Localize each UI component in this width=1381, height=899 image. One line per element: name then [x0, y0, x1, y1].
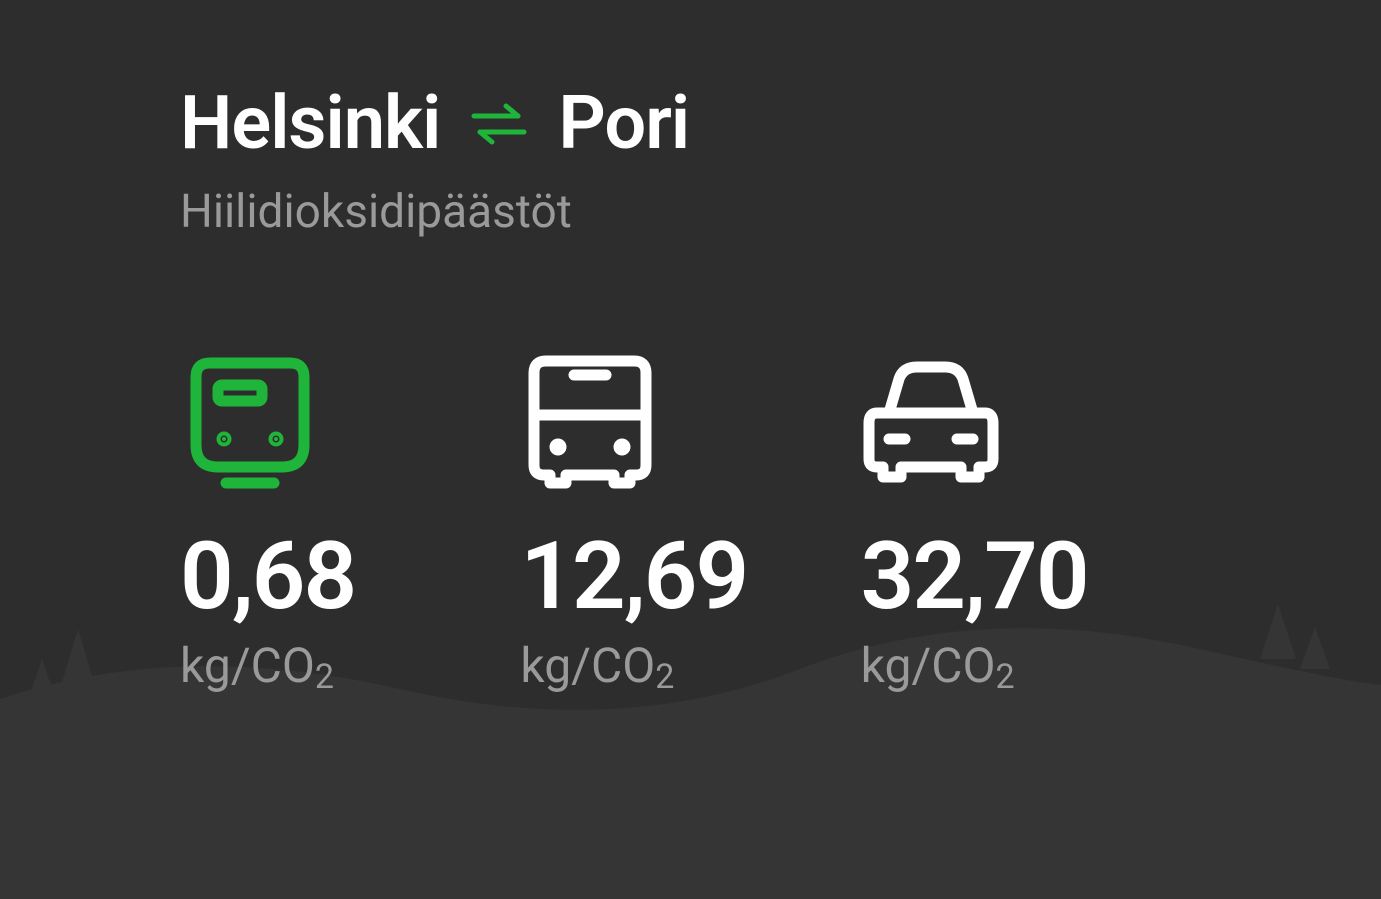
bus-icon: [520, 349, 660, 489]
route-heading: Helsinki Pori: [180, 80, 1201, 167]
car-icon: [861, 349, 1001, 489]
train-icon: [180, 349, 320, 489]
subtitle: Hiilidioksidipäästöt: [180, 185, 1201, 239]
emission-modes: 0,68 kg/CO2 12,69 kg/CO2: [180, 349, 1201, 694]
swap-arrows-icon: [468, 102, 530, 146]
car-unit: kg/CO2: [861, 637, 1201, 694]
mode-train: 0,68 kg/CO2: [180, 349, 520, 694]
city-to: Pori: [558, 80, 689, 167]
bus-value: 12,69: [520, 529, 860, 623]
bus-unit: kg/CO2: [520, 637, 860, 694]
mode-bus: 12,69 kg/CO2: [520, 349, 860, 694]
mode-car: 32,70 kg/CO2: [861, 349, 1201, 694]
car-value: 32,70: [861, 529, 1201, 623]
train-unit: kg/CO2: [180, 637, 520, 694]
train-value: 0,68: [180, 529, 520, 623]
city-from: Helsinki: [180, 80, 440, 167]
